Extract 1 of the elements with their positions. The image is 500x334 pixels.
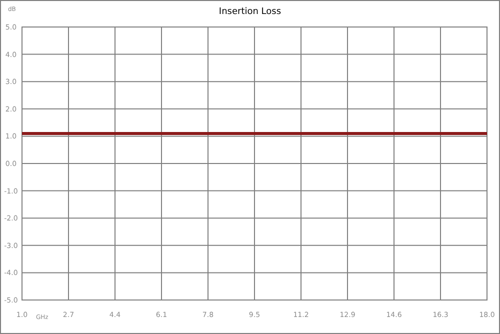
chart-title: Insertion Loss: [218, 7, 282, 17]
